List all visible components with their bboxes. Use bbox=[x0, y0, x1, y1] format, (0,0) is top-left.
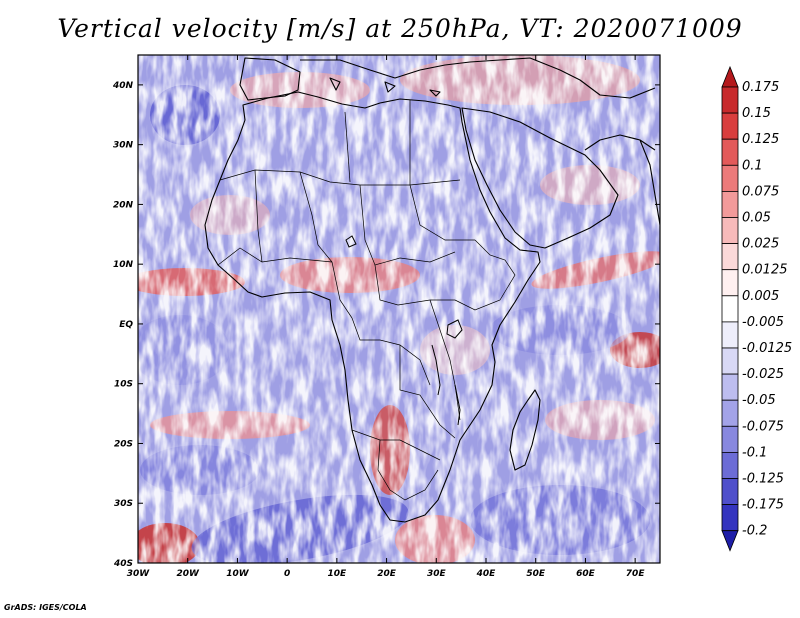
india-coastline bbox=[639, 139, 660, 226]
colorbar-swatch bbox=[721, 269, 739, 297]
colorbar-top-arrow bbox=[721, 65, 739, 88]
lon-tick-label: 60E bbox=[576, 569, 596, 579]
colorbar-swatch bbox=[721, 321, 739, 349]
colorbar-swatch bbox=[721, 478, 739, 506]
madagascar-coastline bbox=[509, 389, 541, 471]
lon-tick-label: 20W bbox=[176, 569, 200, 579]
colorbar-level-label: -0.1 bbox=[742, 445, 767, 460]
colorbar-swatch bbox=[721, 164, 739, 192]
colorbar-level-label: 0.125 bbox=[742, 132, 779, 147]
lat-tick-label: 20N bbox=[113, 200, 134, 210]
colorbar-swatch bbox=[721, 295, 739, 323]
lon-tick-label: 10E bbox=[328, 569, 348, 579]
lon-tick-label: 20E bbox=[377, 569, 397, 579]
lake-malawi bbox=[454, 384, 461, 426]
axis-labels: 30W 20W 10W 0 10E 20E 30E 40E 50E 60E 70E 40N 30N 20N… bbox=[112, 81, 645, 579]
iberia-coastline bbox=[239, 57, 301, 101]
lat-tick-label: 20S bbox=[114, 439, 133, 449]
lat-tick-label: 10N bbox=[113, 260, 134, 270]
country-borders bbox=[217, 100, 539, 501]
colorbar-swatch bbox=[721, 399, 739, 427]
colorbar-level-label: 0.05 bbox=[742, 211, 771, 226]
colorbar-level-label: 0.1 bbox=[742, 158, 763, 173]
colorbar-level-label: 0.005 bbox=[742, 289, 779, 304]
lat-tick-label: EQ bbox=[119, 320, 133, 330]
colorbar-swatch bbox=[721, 243, 739, 271]
lat-tick-label: 40S bbox=[113, 559, 133, 569]
colorbar-level-label: 0.075 bbox=[742, 184, 779, 199]
colorbar-level-label: -0.005 bbox=[742, 315, 784, 330]
colorbar-level-label: 0.025 bbox=[742, 237, 779, 252]
lake-tanganyika bbox=[431, 344, 441, 396]
colorbar-swatch bbox=[721, 504, 739, 532]
colorbar-level-label: 0.0125 bbox=[742, 263, 788, 278]
map-title: Vertical velocity [m/s] at 250hPa, VT: 2… bbox=[57, 14, 743, 43]
arabia-coastline bbox=[461, 107, 619, 249]
colorbar-level-label: -0.125 bbox=[742, 472, 784, 487]
lake-victoria bbox=[446, 319, 463, 339]
colorbar-level-label: -0.025 bbox=[742, 367, 784, 382]
colorbar-level-label: -0.05 bbox=[742, 393, 776, 408]
colorbar-swatch bbox=[721, 190, 739, 218]
colorbar-bottom-arrow bbox=[721, 530, 739, 552]
colorbar-swatch bbox=[721, 451, 739, 479]
lake-chad bbox=[345, 235, 357, 248]
colorbar-swatch bbox=[721, 217, 739, 245]
colorbar: 0.175 0.15 0.125 0.1 0.075 0.05 0.025 0.0125 0.0… bbox=[721, 65, 792, 552]
persian-gulf-coastline bbox=[584, 134, 656, 151]
colorbar-level-label: -0.175 bbox=[742, 498, 784, 513]
lon-tick-label: 0 bbox=[284, 569, 290, 579]
colorbar-level-label: 0.15 bbox=[742, 106, 771, 121]
lon-tick-label: 30E bbox=[427, 569, 447, 579]
lon-tick-label: 70E bbox=[626, 569, 646, 579]
europe-coastline bbox=[300, 57, 656, 99]
lon-tick-label: 30W bbox=[127, 569, 151, 579]
lat-tick-label: 30N bbox=[113, 141, 134, 151]
coastlines bbox=[204, 57, 660, 523]
lat-tick-label: 30S bbox=[114, 499, 133, 509]
lat-tick-label: 40N bbox=[112, 81, 134, 91]
colorbar-level-label: -0.075 bbox=[742, 419, 784, 434]
lat-tick-label: 10S bbox=[114, 380, 133, 390]
colorbar-level-label: -0.0125 bbox=[742, 341, 792, 356]
field-streaks bbox=[138, 55, 660, 563]
colorbar-swatch bbox=[721, 425, 739, 453]
colorbar-swatch bbox=[721, 373, 739, 401]
software-credit: GrADS: IGES/COLA bbox=[4, 603, 87, 612]
colorbar-swatch bbox=[721, 138, 739, 166]
lon-tick-label: 50E bbox=[526, 569, 546, 579]
mediterranean-islands bbox=[329, 77, 441, 97]
lon-tick-label: 40E bbox=[476, 569, 497, 579]
colorbar-swatch bbox=[721, 347, 739, 375]
africa-coastline bbox=[204, 91, 541, 523]
colorbar-level-label: 0.175 bbox=[742, 80, 779, 95]
lakes bbox=[345, 235, 463, 426]
colorbar-swatch bbox=[721, 86, 739, 114]
plot-frame bbox=[137, 54, 661, 564]
lon-tick-label: 10W bbox=[226, 569, 250, 579]
axis-ticks bbox=[137, 55, 660, 564]
colorbar-swatch bbox=[721, 112, 739, 140]
colorbar-level-label: -0.2 bbox=[742, 524, 767, 539]
map-plot-area bbox=[138, 55, 660, 563]
